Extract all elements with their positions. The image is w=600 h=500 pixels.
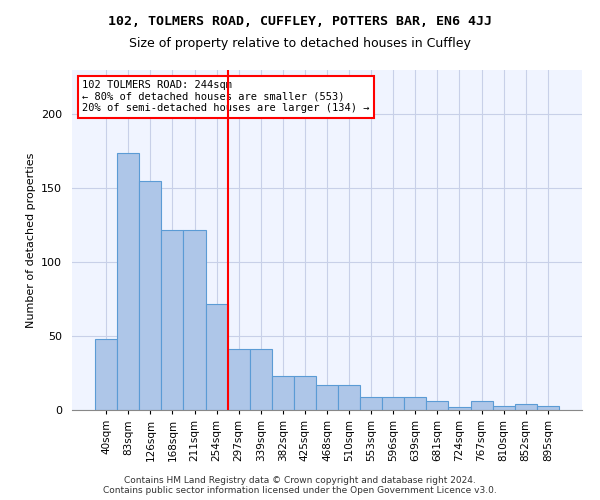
Bar	[493, 406, 515, 410]
Bar	[360, 396, 382, 410]
Text: 102, TOLMERS ROAD, CUFFLEY, POTTERS BAR, EN6 4JJ: 102, TOLMERS ROAD, CUFFLEY, POTTERS BAR,…	[108, 15, 492, 28]
Bar	[515, 404, 537, 410]
Text: 102 TOLMERS ROAD: 244sqm
← 80% of detached houses are smaller (553)
20% of semi-: 102 TOLMERS ROAD: 244sqm ← 80% of detach…	[82, 80, 370, 114]
Bar	[338, 385, 360, 410]
Bar	[206, 304, 227, 410]
Bar	[139, 181, 161, 410]
Bar	[448, 407, 470, 410]
Bar	[184, 230, 206, 410]
Bar	[427, 401, 448, 410]
Bar	[294, 376, 316, 410]
Bar	[470, 401, 493, 410]
Text: Size of property relative to detached houses in Cuffley: Size of property relative to detached ho…	[129, 38, 471, 51]
Bar	[382, 396, 404, 410]
Bar	[272, 376, 294, 410]
Bar	[316, 385, 338, 410]
Bar	[250, 350, 272, 410]
Bar	[227, 350, 250, 410]
Text: Contains HM Land Registry data © Crown copyright and database right 2024.
Contai: Contains HM Land Registry data © Crown c…	[103, 476, 497, 495]
Bar	[117, 153, 139, 410]
Y-axis label: Number of detached properties: Number of detached properties	[26, 152, 35, 328]
Bar	[404, 396, 427, 410]
Bar	[537, 406, 559, 410]
Bar	[161, 230, 184, 410]
Bar	[95, 339, 117, 410]
